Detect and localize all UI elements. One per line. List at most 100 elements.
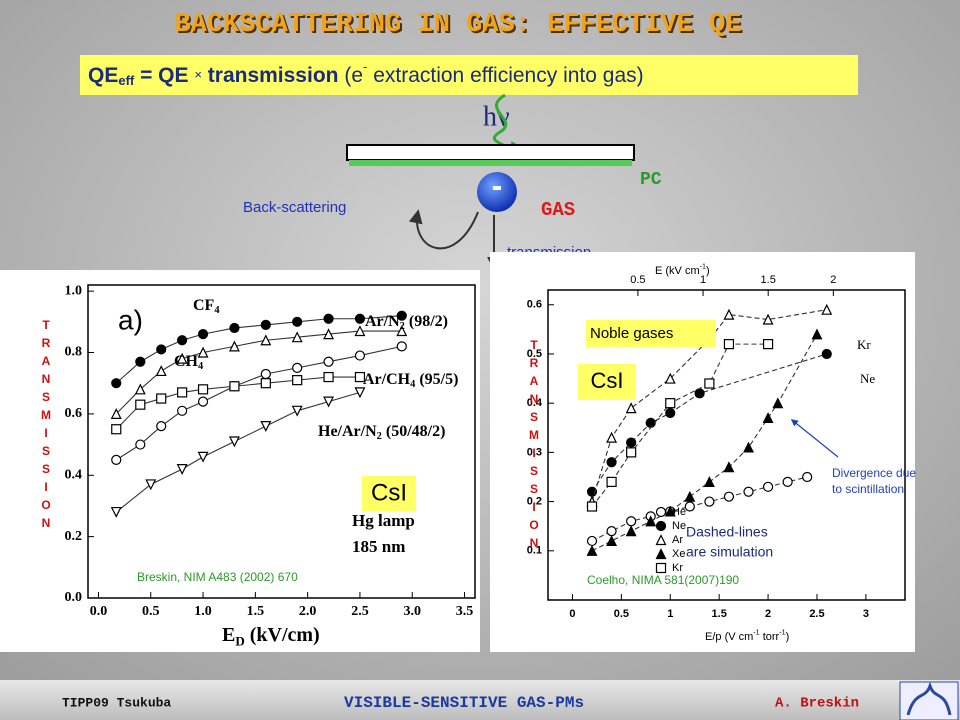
text-part: -1	[700, 263, 706, 271]
logo	[899, 681, 959, 720]
data-point	[229, 381, 240, 392]
data-point	[821, 303, 833, 315]
curve-label: Ne	[860, 371, 875, 386]
source: Coelho, NIMA 581(2007)190	[587, 573, 739, 587]
data-point	[626, 516, 637, 527]
y-axis-label: TRANSMISSION	[527, 338, 541, 554]
x-tick-label: 0.0	[90, 604, 108, 619]
data-point	[684, 490, 696, 502]
electron-sign: -	[492, 167, 503, 203]
data-point	[292, 362, 303, 373]
data-point	[197, 328, 209, 340]
data-point	[645, 515, 657, 527]
data-point	[625, 525, 637, 537]
data-point	[176, 464, 188, 475]
data-point	[586, 535, 598, 547]
title: BACKSCATTERING IN GAS: EFFECTIVE QE	[174, 10, 741, 40]
data-point	[684, 501, 695, 512]
formula-sub: eff	[118, 73, 135, 88]
x-tick-label: 1.0	[194, 604, 212, 619]
text-part: 2	[377, 432, 382, 443]
y-tick-label: 0.0	[65, 590, 83, 605]
data-point	[135, 439, 146, 450]
x-tick-label: 2.0	[299, 604, 317, 619]
series-label: CH4	[174, 353, 203, 373]
data-point	[704, 496, 715, 507]
footer-author: A. Breskin	[775, 696, 859, 712]
data-point	[723, 339, 735, 350]
simulation-note: are simulation	[686, 544, 773, 560]
photocathode-layer	[349, 160, 632, 166]
data-point	[354, 371, 366, 383]
data-point	[626, 437, 637, 448]
text-part: (95/5)	[415, 371, 458, 388]
data-point	[665, 398, 676, 409]
x2-tick-label: 2	[830, 274, 836, 286]
text-part: Ar/N	[365, 313, 400, 330]
backscatter-arrow	[408, 209, 479, 250]
x-tick-label: 0	[569, 608, 575, 620]
data-point	[802, 471, 813, 483]
data-point	[606, 431, 618, 443]
x-tick-label: 1.5	[247, 604, 265, 619]
text-part: E	[222, 624, 235, 646]
annotation-box	[586, 320, 716, 347]
data-point	[260, 319, 271, 330]
data-point	[743, 441, 754, 453]
data-point	[260, 378, 271, 389]
material-box	[578, 364, 636, 400]
data-point	[694, 388, 705, 399]
y-tick-label: 0.2	[65, 529, 83, 544]
y-tick-label: 0.5	[527, 348, 542, 360]
data-point	[260, 368, 271, 380]
panel-label: a)	[118, 304, 143, 335]
data-point	[135, 356, 146, 367]
series-label: CF4	[193, 297, 220, 317]
data-point	[291, 405, 303, 417]
data-point	[606, 476, 617, 488]
data-point	[743, 486, 754, 497]
legend-symbol	[655, 548, 667, 560]
data-point	[156, 421, 167, 432]
legend-symbol	[655, 506, 667, 518]
y-tick-label: 0.4	[527, 397, 543, 409]
note-arrow	[790, 419, 839, 458]
electron	[477, 172, 517, 212]
text-part: (50/48/2)	[382, 423, 446, 440]
formula-part: (e	[344, 64, 363, 87]
x-tick-label: 2.5	[809, 608, 824, 620]
data-point	[134, 383, 146, 395]
data-point	[606, 535, 618, 547]
x-tick-label: 0.5	[614, 608, 629, 620]
data-point	[197, 451, 209, 463]
data-point	[292, 375, 303, 386]
data-point	[323, 396, 335, 408]
text-part: 4	[198, 362, 203, 373]
data-point	[111, 424, 122, 435]
text-part: CH	[174, 353, 199, 370]
data-point	[645, 417, 656, 428]
plot-frame	[547, 289, 906, 601]
data-point	[228, 436, 240, 448]
data-point	[177, 405, 188, 416]
x-tick-label: 3.0	[403, 604, 421, 619]
data-point	[110, 408, 122, 419]
data-point	[586, 544, 598, 556]
data-point	[396, 325, 408, 337]
footer-topic: VISIBLE-SENSITIVE GAS-PMs	[344, 694, 584, 712]
formula-sup: -	[363, 59, 367, 74]
data-point	[782, 476, 793, 488]
formula-part: extraction efficiency into gas)	[367, 64, 643, 87]
text-part: D	[235, 633, 244, 648]
text-part: -1	[753, 629, 759, 637]
x2-tick-label: 1.5	[761, 274, 776, 286]
curve-label: Kr	[857, 337, 871, 352]
data-point	[260, 334, 272, 346]
y-tick-label: 1.0	[65, 283, 83, 298]
fit-line	[591, 309, 827, 502]
legend-symbol	[655, 562, 667, 574]
x-tick-label: 2.5	[351, 604, 369, 619]
legend-symbol	[655, 520, 667, 532]
annotation: Noble gases	[590, 325, 673, 342]
data-point	[665, 407, 676, 419]
